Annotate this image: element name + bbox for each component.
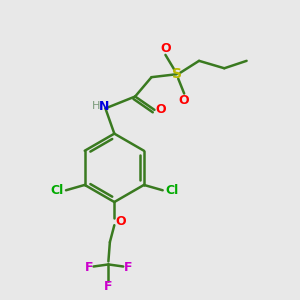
Text: Cl: Cl — [50, 184, 64, 197]
Text: F: F — [85, 262, 93, 275]
Text: O: O — [160, 42, 171, 55]
Text: O: O — [155, 103, 166, 116]
Text: O: O — [115, 215, 126, 228]
Text: N: N — [99, 100, 109, 112]
Text: O: O — [179, 94, 190, 106]
Text: F: F — [124, 262, 132, 275]
Text: H: H — [92, 101, 100, 111]
Text: Cl: Cl — [165, 184, 178, 197]
Text: S: S — [172, 67, 182, 81]
Text: F: F — [104, 280, 112, 293]
